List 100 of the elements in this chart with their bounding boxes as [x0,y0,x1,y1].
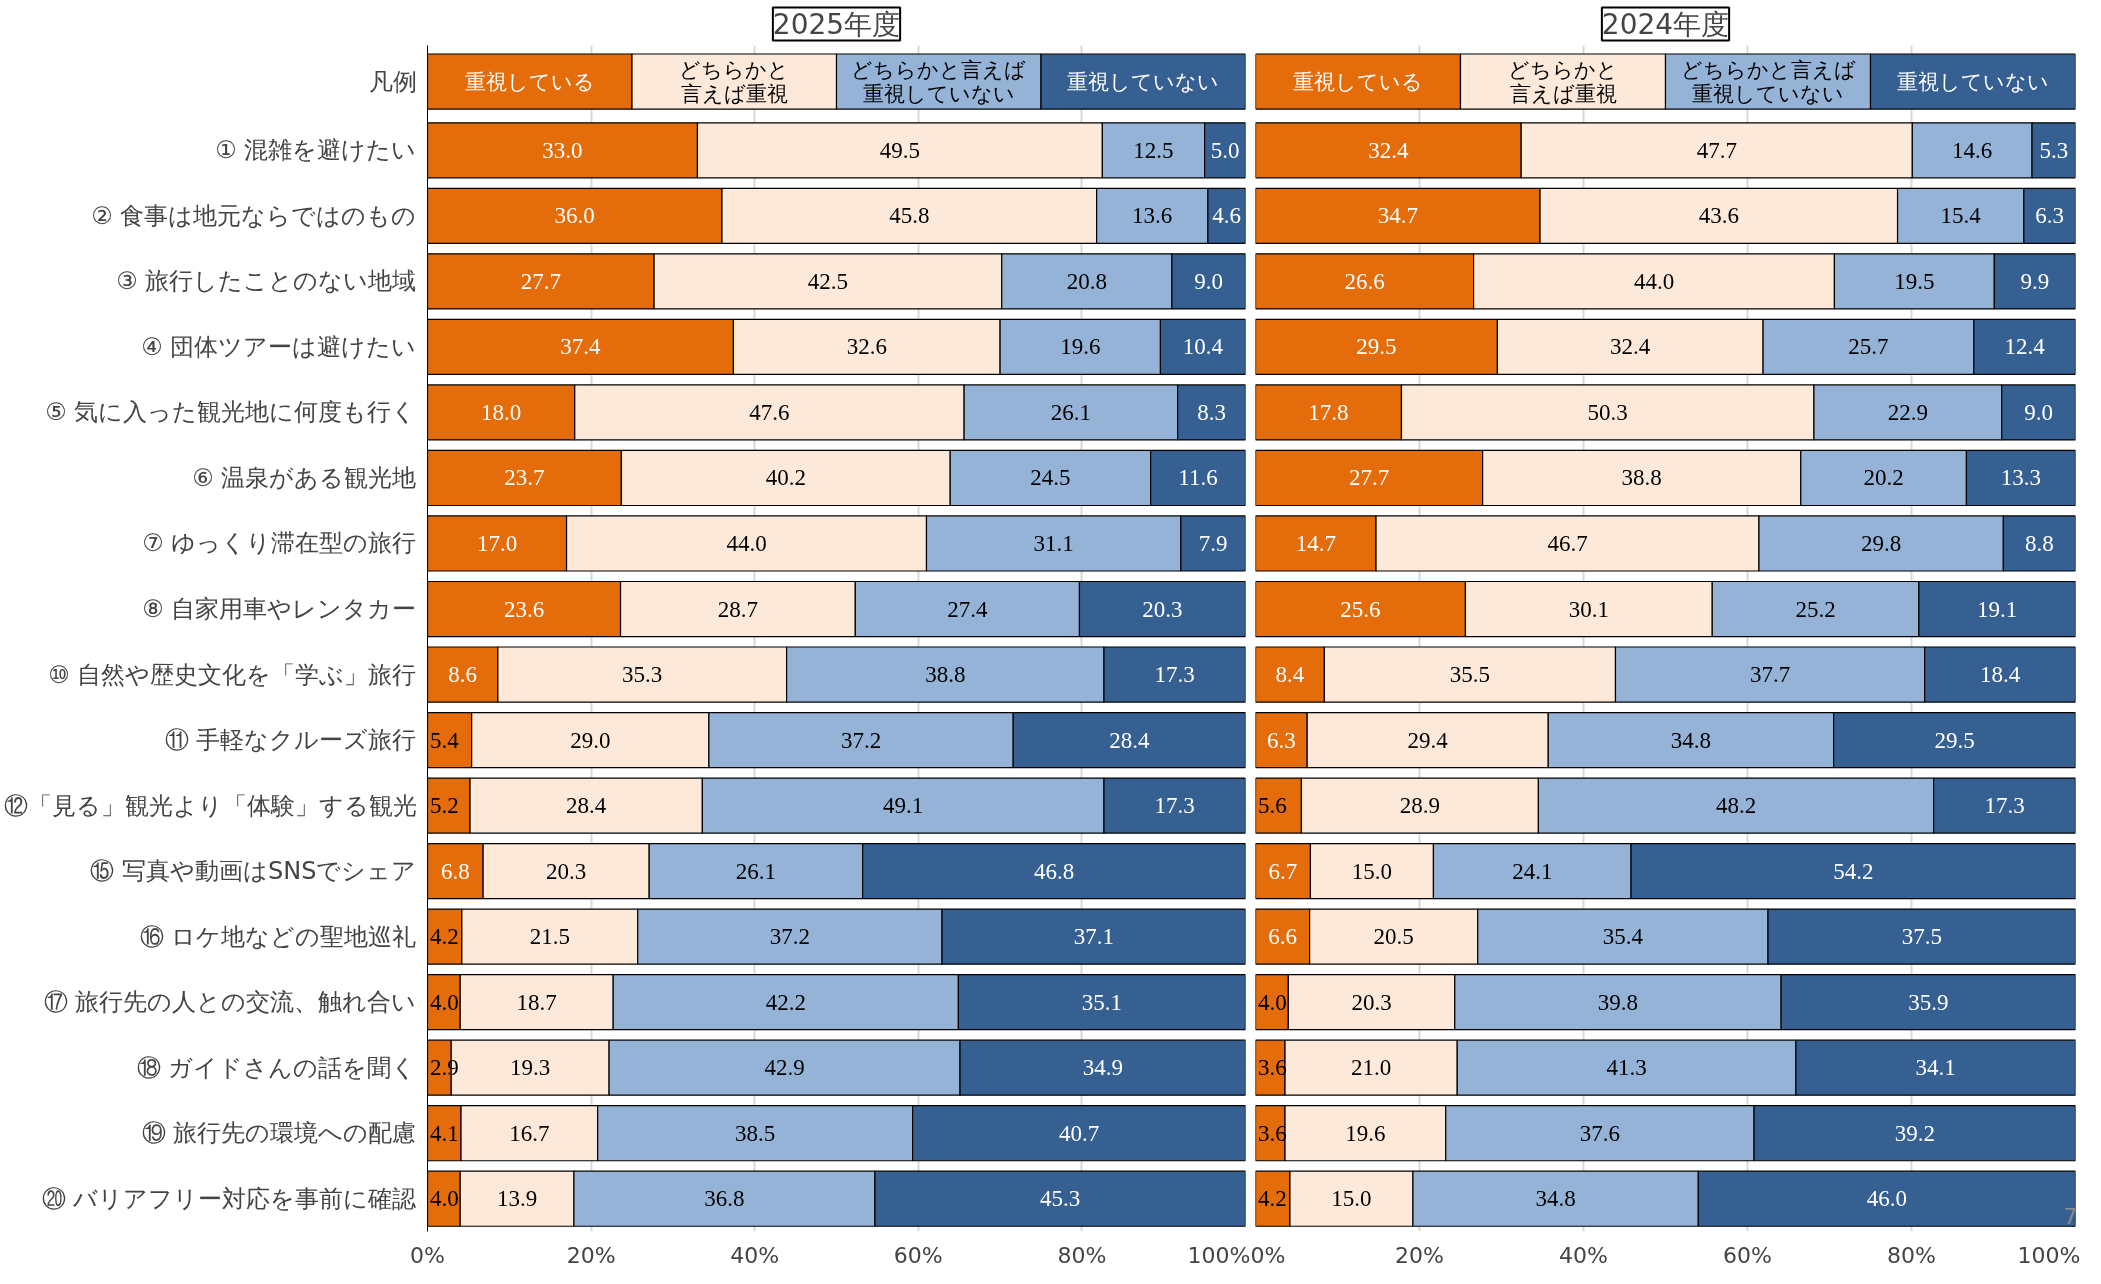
data-label: 38.5 [734,1120,776,1146]
x-tick-label: 60% [1723,1242,1772,1268]
data-label: 46.7 [1547,530,1588,556]
y-tick-label: ⑦ ゆっくり滞在型の旅行 [142,529,417,558]
x-tick-label: 60% [893,1242,943,1268]
data-label: 42.9 [764,1055,805,1081]
data-label: 20.3 [546,858,587,884]
data-label: 4.6 [1212,203,1242,229]
data-label: 46.0 [1866,1186,1908,1212]
series-label: 重視している [464,69,595,94]
y-tick-label: ⑳ バリアフリー対応を事前に確認 [41,1184,417,1213]
data-label: 17.0 [476,530,518,556]
data-label: 44.0 [726,530,767,556]
data-label: 17.3 [1154,793,1195,819]
data-label: 29.5 [1356,334,1397,360]
data-label: 27.4 [947,596,989,622]
data-label: 9.0 [1194,268,1224,294]
data-label: 45.3 [1040,1186,1081,1212]
y-tick-label: ⑮ 写真や動画はSNSでシェア [90,857,417,886]
data-label: 15.0 [1351,858,1393,884]
data-label: 6.6 [1268,924,1297,950]
data-label: 15.0 [1331,1186,1372,1212]
data-label: 29.8 [1861,530,1902,556]
data-label: 35.5 [1449,662,1491,688]
data-label: 39.8 [1597,989,1639,1015]
data-label: 45.8 [889,203,930,229]
data-label: 39.2 [1894,1120,1935,1146]
data-label: 24.5 [1030,465,1071,491]
data-label: 20.5 [1373,924,1414,950]
data-label: 20.3 [1142,596,1183,622]
data-label: 50.3 [1587,399,1628,425]
data-label: 4.0 [429,989,459,1015]
data-label: 32.4 [1610,334,1651,360]
data-label: 20.3 [1351,989,1392,1015]
data-label: 25.7 [1848,334,1889,360]
data-label: 29.0 [570,727,611,753]
data-label: 28.4 [1109,727,1150,753]
data-label: 35.1 [1081,989,1123,1015]
data-label: 28.4 [566,793,607,819]
x-tick-label: 100% [1187,1242,1251,1268]
data-label: 15.4 [1940,203,1982,229]
data-label: 23.7 [504,465,545,491]
data-label: 8.6 [448,662,478,688]
y-tick-label: ④ 団体ツアーは避けたい [141,332,417,361]
x-tick-label: 20% [1395,1242,1444,1268]
data-label: 44.0 [1633,268,1675,294]
data-label: 5.6 [1257,793,1287,819]
data-label: 28.9 [1399,793,1441,819]
data-label: 46.8 [1033,858,1075,884]
text: どちらかと言えば重視していない [1680,57,1856,106]
data-label: 42.5 [807,268,849,294]
y-tick-label: ⑯ ロケ地などの聖地巡礼 [139,922,417,951]
series-label: どちらかと言えば重視 [1508,57,1618,106]
data-label: 16.7 [509,1120,550,1146]
data-label: 37.7 [1749,662,1791,688]
data-label: 49.1 [883,793,924,819]
x-tick-label: 0% [410,1242,445,1268]
data-label: 4.2 [429,924,459,950]
data-label: 18.4 [1979,662,2021,688]
x-tick-label: 40% [730,1242,780,1268]
data-label: 19.6 [1345,1120,1386,1146]
data-label: 12.4 [2004,334,2046,360]
data-label: 37.6 [1579,1120,1621,1146]
data-label: 5.3 [2039,137,2069,163]
data-label: 11.6 [1178,465,1218,491]
data-label: 28.7 [717,596,759,622]
data-label: 26.1 [735,858,777,884]
data-label: 38.8 [1621,465,1662,491]
data-label: 21.5 [529,924,570,950]
data-label: 49.5 [879,137,921,163]
chart-title: 2025年度 [772,7,901,41]
data-label: 18.0 [480,399,522,425]
data-label: 10.4 [1182,334,1224,360]
data-label: 34.9 [1082,1055,1123,1081]
y-tick-label: ⑫「見る」観光より「体験」する観光 [3,791,417,820]
data-label: 5.0 [1210,137,1240,163]
data-label: 37.1 [1073,924,1114,950]
data-label: 17.3 [1154,662,1195,688]
data-label: 43.6 [1698,203,1739,229]
data-label: 6.3 [2035,203,2065,229]
data-label: 7.9 [1198,530,1228,556]
data-label: 17.3 [1984,793,2025,819]
data-label: 31.1 [1033,530,1074,556]
data-label: 19.1 [1977,596,2018,622]
data-label: 34.8 [1535,1186,1576,1212]
data-label: 4.1 [429,1120,459,1146]
data-label: 5.2 [429,793,459,819]
data-label: 6.7 [1268,858,1298,884]
data-label: 37.4 [560,334,602,360]
data-label: 35.3 [622,662,663,688]
data-label: 8.3 [1197,399,1226,425]
data-label: 34.8 [1670,727,1712,753]
data-label: 22.9 [1887,399,1928,425]
data-label: 12.5 [1133,137,1174,163]
data-label: 27.7 [1348,465,1390,491]
data-label: 8.4 [1275,662,1305,688]
x-tick-label: 100% [2017,1242,2081,1268]
y-tick-label: ⑲ 旅行先の環境への配慮 [141,1119,417,1148]
y-tick-label: ⑱ ガイドさんの話を聞く [136,1053,417,1082]
data-label: 26.1 [1050,399,1091,425]
